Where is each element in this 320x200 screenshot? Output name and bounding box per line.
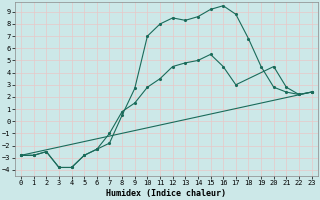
X-axis label: Humidex (Indice chaleur): Humidex (Indice chaleur) bbox=[106, 189, 226, 198]
